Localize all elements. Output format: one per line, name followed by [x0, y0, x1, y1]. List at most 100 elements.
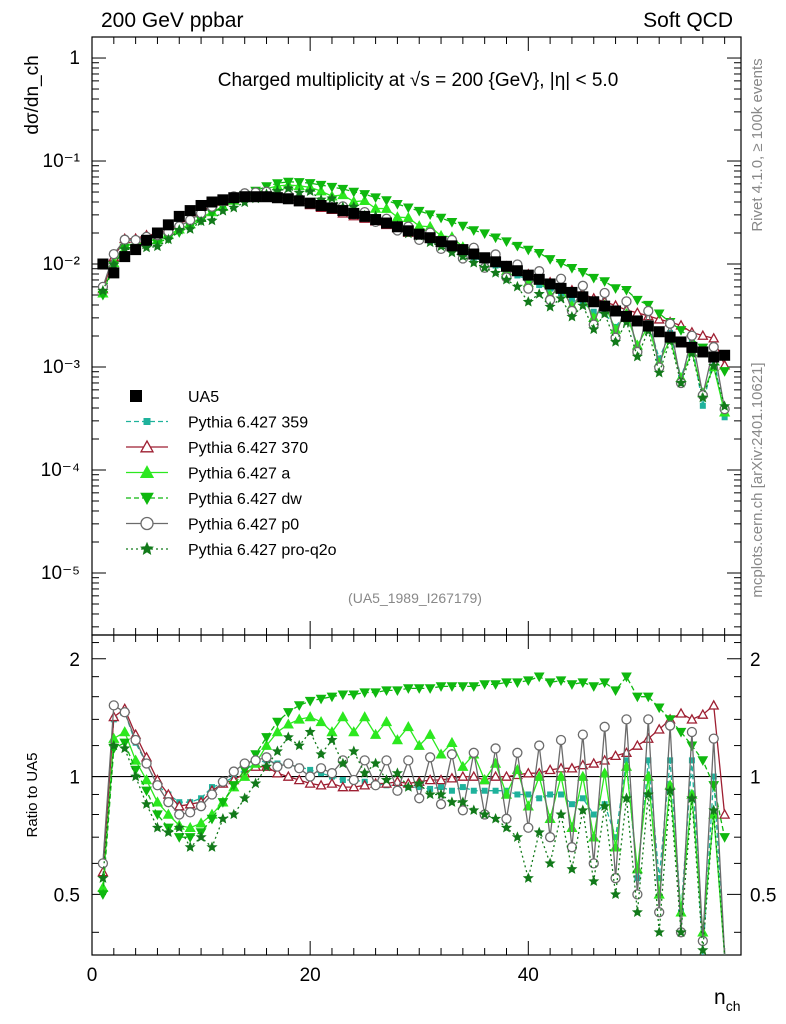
series-3-main-point [512, 241, 523, 252]
series-3-main-point [326, 182, 338, 193]
series-3-ratio-point [348, 690, 360, 701]
series-4-ratio-point [185, 807, 196, 818]
series-3-main-point [370, 193, 381, 203]
ua5-data-point [610, 305, 622, 317]
series-2-main-point [402, 211, 414, 222]
series-4-main-point [108, 249, 119, 260]
series-3-main-point [522, 245, 534, 256]
series-4-ratio-point [708, 733, 719, 744]
series-4-ratio-point [108, 700, 119, 711]
series-5-main-point [653, 366, 665, 378]
series-5-main-point [610, 336, 622, 347]
series-4-ratio-point [119, 707, 130, 718]
series-3-main-point [610, 284, 621, 294]
ua5-data-point [141, 234, 153, 246]
series-1-ratio-point [544, 764, 556, 775]
legend-marker-3 [140, 492, 154, 506]
series-4-ratio-point [534, 740, 545, 751]
series-3-main-point [446, 218, 458, 228]
series-4-ratio-point [544, 832, 556, 843]
series-5-ratio-point [130, 770, 142, 782]
series-5-ratio-point [184, 841, 196, 852]
series-3-ratio-point [315, 694, 327, 705]
series-5-ratio-point [664, 784, 676, 796]
ua5-data-point [664, 331, 676, 343]
series-5-ratio-point [599, 800, 611, 811]
series-3-ratio-point [588, 682, 600, 692]
ua5-data-point [108, 267, 120, 279]
series-4-ratio-point [621, 714, 632, 725]
series-2-main-point [359, 194, 371, 205]
series-4-ratio-point [97, 858, 109, 869]
series-3-ratio-point [577, 678, 589, 688]
series-5-ratio-point [413, 777, 425, 789]
ua5-data-point [315, 199, 327, 211]
ua5-data-point [642, 320, 654, 332]
series-5-main-point [162, 233, 174, 245]
ua5-data-point [675, 336, 687, 348]
series-4-main-point [555, 273, 567, 284]
series-5-main-point [555, 292, 567, 304]
series-3-ratio-point [250, 750, 261, 760]
series-3-ratio-point [282, 708, 294, 718]
ratio-y-tick-label-left: 2 [69, 650, 80, 671]
series-0-ratio-point [688, 757, 695, 764]
series-3-main-point [293, 178, 305, 188]
series-2-ratio-point [140, 774, 153, 785]
series-5-ratio-point [500, 821, 513, 833]
series-2-ratio-point [348, 726, 360, 737]
series-2-ratio-point [631, 863, 643, 874]
series-3-ratio-point [544, 678, 556, 688]
series-5-ratio-point [359, 767, 371, 778]
series-4-main-point [708, 341, 719, 353]
series-5-ratio-point [653, 926, 665, 937]
series-5-ratio-point [282, 731, 294, 742]
series-5-ratio-point [195, 831, 207, 842]
legend-label-4: Pythia 6.427 p0 [188, 517, 299, 534]
series-0-ratio-point [547, 791, 554, 798]
series-4-ratio-point [512, 747, 523, 758]
series-3-ratio-point [413, 684, 425, 694]
series-4-main-point [599, 287, 610, 299]
series-5-ratio-point [380, 774, 393, 785]
series-1-ratio-point [271, 767, 284, 778]
series-5-main-point [522, 296, 534, 307]
series-1-ratio-point [326, 777, 338, 788]
series-4-ratio-point [272, 761, 283, 772]
series-3-main-point [490, 233, 501, 244]
series-2-ratio-point [337, 711, 349, 722]
series-4-main-point [643, 305, 654, 317]
series-5-main-point [479, 261, 491, 273]
series-2-main-point [413, 220, 425, 231]
series-5-ratio-point [675, 926, 687, 937]
ua5-data-point [588, 296, 600, 308]
series-5-ratio-point [151, 821, 163, 833]
series-1-main-point [697, 329, 709, 340]
series-5-ratio-point [108, 739, 120, 751]
ua5-data-point [337, 205, 349, 217]
series-3-ratio-point [217, 798, 229, 808]
series-3-ratio-point [173, 833, 185, 843]
series-2-ratio-point [271, 726, 284, 737]
series-5-main-point [500, 274, 513, 285]
series-3-main-line [102, 181, 726, 372]
series-5-ratio-point [141, 798, 153, 809]
series-2-ratio-point [119, 726, 131, 737]
x-axis-label-main: n [714, 986, 726, 1009]
ua5-data-point [577, 291, 589, 303]
series-3-ratio-point [610, 686, 621, 696]
series-2-main-point [380, 202, 393, 213]
ua5-data-point [293, 195, 305, 207]
series-5-ratio-point [686, 792, 698, 803]
series-5-ratio-point [119, 742, 131, 754]
series-3-ratio-point [304, 696, 316, 707]
series-4-ratio-point [348, 774, 359, 786]
series-3-ratio-point [424, 684, 436, 694]
series-5-ratio-point [642, 788, 654, 800]
series-5-ratio-point [490, 812, 502, 824]
series-2-ratio-point [609, 841, 622, 852]
legend-label-3: Pythia 6.427 dw [188, 491, 302, 508]
series-5-ratio-point [522, 872, 534, 883]
ua5-data-point [631, 315, 643, 327]
